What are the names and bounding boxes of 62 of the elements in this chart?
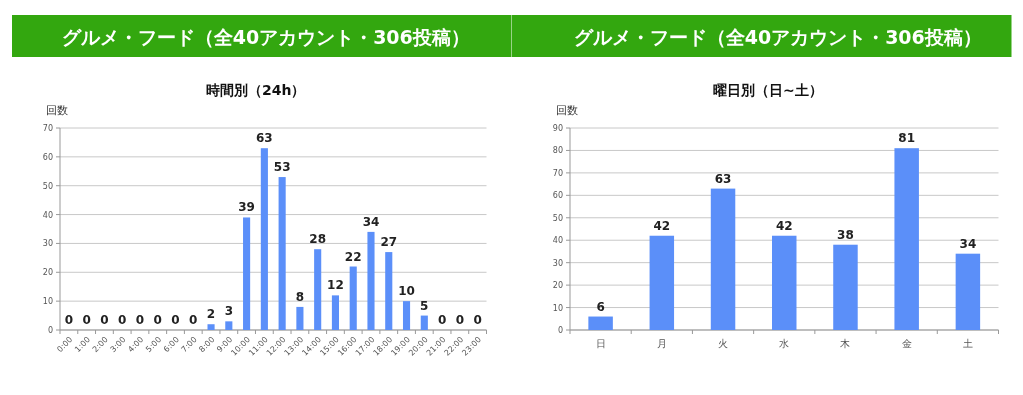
data-label: 81 (897, 131, 915, 146)
data-label: 42 (775, 218, 793, 233)
data-label: 63 (256, 131, 273, 146)
y-tick-label: 10 (42, 297, 53, 307)
data-label: 0 (64, 313, 74, 327)
data-label: 22 (344, 249, 362, 264)
data-label: 0 (437, 313, 447, 327)
data-label: 42 (652, 218, 670, 233)
data-label: 0 (118, 313, 127, 327)
y-tick-label: 20 (42, 268, 53, 278)
chart-subtitle: 曜日別（日~土） (712, 82, 823, 98)
y-tick-label: 30 (552, 258, 563, 268)
y-tick-label: 10 (552, 303, 563, 313)
data-label: 3 (224, 304, 233, 319)
data-label: 63 (714, 171, 731, 186)
data-label: 34 (362, 214, 380, 229)
data-label: 0 (189, 313, 198, 327)
data-label: 38 (836, 227, 854, 242)
data-label: 10 (398, 284, 415, 299)
x-tick-label: 月 (656, 338, 667, 349)
y-tick-label: 20 (552, 281, 563, 291)
y-tick-label: 60 (42, 152, 53, 162)
y-tick-label: 0 (557, 326, 563, 335)
data-label: 12 (327, 278, 344, 293)
y-tick-label: 50 (42, 181, 53, 191)
x-tick-label: 土 (962, 338, 973, 349)
y-tick-label: 80 (552, 146, 563, 156)
data-label: 0 (82, 313, 91, 327)
data-label: 53 (273, 160, 291, 175)
y-tick-label: 70 (552, 168, 563, 178)
y-tick-label: 50 (552, 213, 563, 223)
y-tick-label: 40 (42, 210, 53, 220)
data-label: 5 (420, 298, 429, 313)
y-tick-label: 60 (552, 191, 563, 201)
data-label: 0 (153, 313, 162, 327)
data-label: 8 (295, 289, 305, 304)
y-tick-label: 0 (47, 326, 53, 335)
data-label: 27 (380, 235, 398, 250)
y-tick-label: 90 (552, 124, 563, 133)
y-axis-title: 回数 (46, 104, 68, 117)
data-label: 0 (455, 313, 465, 327)
data-label: 0 (100, 313, 109, 327)
data-label: 0 (135, 313, 145, 327)
data-label: 0 (473, 313, 482, 327)
y-tick-label: 70 (42, 124, 53, 133)
data-label: 34 (959, 236, 976, 251)
data-label: 2 (206, 307, 216, 322)
x-tick-label: 金 (901, 338, 912, 349)
y-axis-title: 回数 (555, 104, 578, 117)
chart-title: グルメ・フード（全40アカウント・306投稿） (573, 26, 982, 48)
data-label: 0 (171, 313, 180, 327)
chart-subtitle: 時間別（24h） (206, 82, 306, 98)
x-tick-label: 火 (717, 338, 728, 349)
y-tick-label: 30 (42, 239, 53, 249)
y-tick-label: 40 (552, 236, 563, 246)
data-label: 28 (309, 232, 327, 247)
x-tick-label: 日 (595, 338, 606, 349)
data-label: 39 (238, 200, 255, 215)
x-tick-label: 木 (839, 338, 850, 349)
data-label: 6 (595, 299, 605, 314)
chart-title: グルメ・フード（全40アカウント・306投稿） (61, 26, 470, 48)
x-tick-label: 水 (778, 338, 789, 349)
